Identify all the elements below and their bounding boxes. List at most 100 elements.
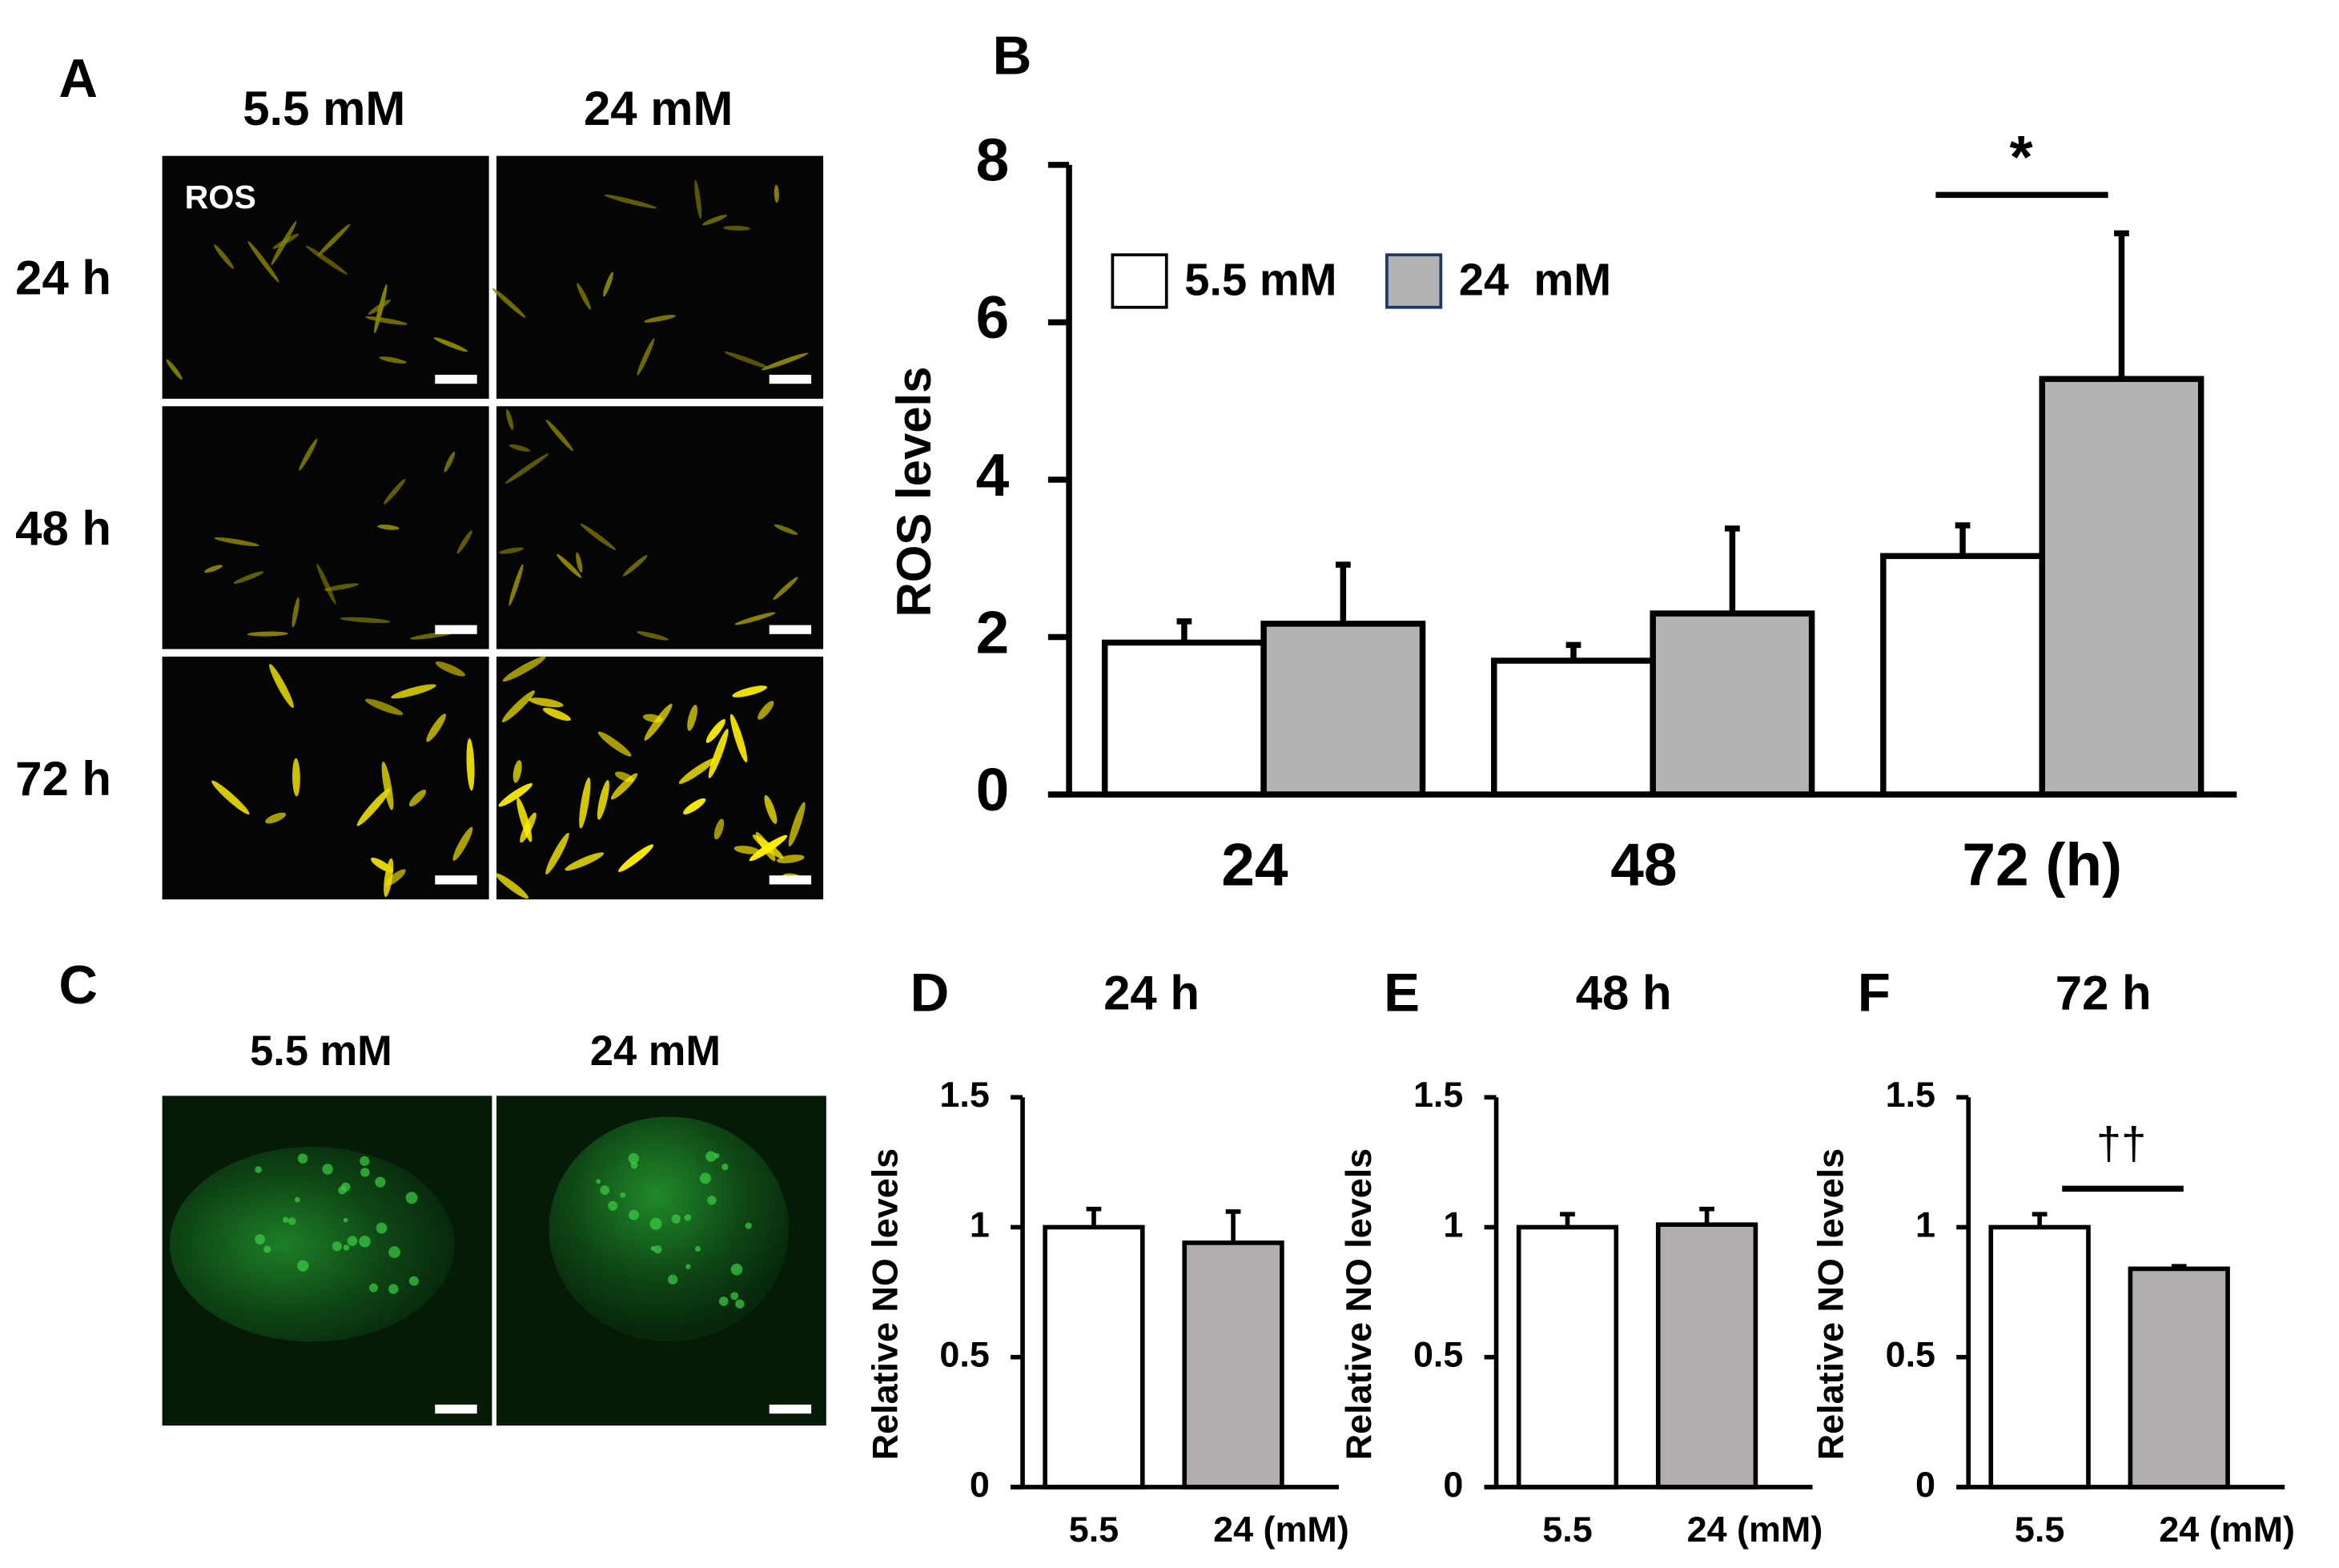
cell — [732, 685, 768, 698]
x-tick-label: 72 (h) — [1962, 830, 2122, 898]
cell — [542, 707, 571, 722]
cell — [265, 812, 287, 824]
cell — [733, 846, 761, 854]
cell — [211, 780, 250, 815]
granule — [294, 1196, 300, 1203]
cell — [271, 220, 297, 266]
granule — [388, 1246, 400, 1258]
granule — [375, 1176, 386, 1188]
cell — [549, 1116, 790, 1342]
cell — [687, 704, 697, 731]
legend-swatch — [1111, 253, 1168, 309]
granule — [405, 1192, 418, 1204]
cell — [776, 854, 805, 863]
cell — [764, 794, 778, 824]
legend-label: 24 mM — [1459, 255, 1611, 305]
cell — [761, 352, 809, 371]
x-tick-label: 24 (mM) — [2159, 1509, 2295, 1550]
cell — [597, 780, 609, 820]
y-tick-label: 1.5 — [1413, 1074, 1463, 1115]
granule — [360, 1168, 370, 1177]
y-tick-label: 1 — [970, 1204, 990, 1244]
y-tick-label: 0.5 — [1413, 1334, 1463, 1375]
granule — [297, 1260, 309, 1272]
cell — [456, 530, 472, 554]
micrograph — [496, 656, 824, 900]
granule — [685, 1264, 691, 1269]
cell — [505, 409, 514, 430]
granule — [730, 1292, 739, 1301]
granule — [322, 1164, 333, 1175]
granule — [671, 1214, 681, 1224]
x-tick-label: 24 (mM) — [1213, 1509, 1349, 1550]
bar — [1101, 639, 1267, 798]
cell — [247, 631, 288, 637]
granule — [360, 1156, 370, 1166]
granule — [735, 1299, 745, 1309]
cell — [356, 788, 391, 826]
cell — [408, 790, 427, 807]
panel-letter: E — [1384, 963, 1420, 1023]
granule — [388, 1284, 399, 1294]
scale-bar — [769, 625, 812, 634]
cell — [622, 555, 648, 577]
cell — [580, 523, 617, 550]
cell — [713, 818, 725, 840]
cell — [498, 783, 533, 807]
cell — [508, 564, 524, 606]
cell — [214, 537, 259, 547]
granule — [705, 1151, 717, 1162]
bar — [1491, 657, 1656, 798]
chart-title: 48 h — [1576, 967, 1672, 1020]
granule — [707, 1196, 717, 1205]
y-tick-label: 6 — [976, 283, 1010, 351]
cell — [391, 684, 436, 699]
granule — [608, 1200, 618, 1211]
granule — [649, 1217, 662, 1230]
cell — [683, 798, 706, 814]
cell — [705, 718, 725, 743]
cell — [729, 714, 748, 763]
bar — [2128, 1266, 2230, 1490]
granule — [368, 1283, 379, 1293]
granule — [721, 1164, 729, 1171]
granule — [282, 1216, 289, 1223]
significance-mark: †† — [2096, 1118, 2146, 1168]
cell — [577, 283, 591, 310]
y-tick-label: 0 — [1915, 1464, 1935, 1505]
granule — [359, 1235, 371, 1248]
cell — [305, 245, 348, 275]
cell — [169, 1146, 455, 1342]
cell — [166, 359, 183, 380]
bar — [1516, 1224, 1619, 1490]
scale-bar — [435, 625, 477, 634]
y-tick-label: 0 — [976, 756, 1010, 823]
panel-letter: A — [58, 49, 98, 109]
panel-letter: D — [910, 963, 950, 1023]
row-label: 24 h — [15, 251, 111, 305]
granule — [713, 1152, 720, 1159]
y-axis-label: Relative NO levels — [864, 1148, 905, 1460]
cell — [340, 617, 391, 623]
granule — [745, 1222, 752, 1229]
granule — [699, 1172, 711, 1184]
micrograph — [162, 406, 489, 649]
granule — [408, 1276, 419, 1286]
cell — [299, 438, 318, 471]
granule — [332, 1241, 342, 1252]
y-axis-label: ROS levels — [887, 367, 941, 617]
cell — [644, 703, 673, 741]
cell — [508, 444, 531, 452]
scale-bar — [435, 374, 477, 384]
y-axis-label: Relative NO levels — [1338, 1148, 1379, 1460]
cell — [708, 729, 729, 778]
cell — [384, 858, 394, 898]
cell — [636, 631, 669, 641]
cell — [433, 337, 468, 352]
cell — [495, 873, 529, 899]
cell — [317, 223, 351, 256]
granule — [667, 1274, 678, 1285]
row-label: 48 h — [15, 501, 111, 555]
y-tick-label: 4 — [976, 441, 1010, 509]
